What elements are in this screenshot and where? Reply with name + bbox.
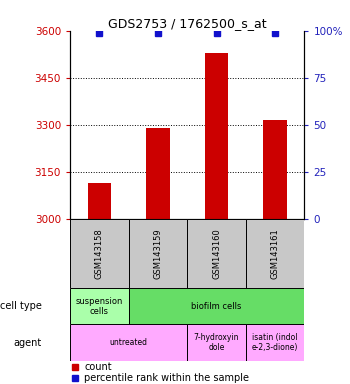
Bar xyxy=(129,288,304,324)
Bar xyxy=(129,219,187,288)
Bar xyxy=(187,219,246,288)
Bar xyxy=(246,219,304,288)
Text: count: count xyxy=(84,362,112,372)
Bar xyxy=(187,324,246,361)
Text: GSM143158: GSM143158 xyxy=(95,228,104,279)
Bar xyxy=(70,288,129,324)
Bar xyxy=(70,324,187,361)
Text: GSM143159: GSM143159 xyxy=(153,228,162,279)
Title: GDS2753 / 1762500_s_at: GDS2753 / 1762500_s_at xyxy=(108,17,267,30)
Bar xyxy=(264,120,287,219)
Text: GSM143161: GSM143161 xyxy=(271,228,280,279)
Text: suspension
cells: suspension cells xyxy=(76,296,123,316)
Text: 7-hydroxyin
dole: 7-hydroxyin dole xyxy=(194,333,239,353)
Bar xyxy=(88,183,111,219)
Text: isatin (indol
e-2,3-dione): isatin (indol e-2,3-dione) xyxy=(252,333,298,353)
Text: agent: agent xyxy=(14,338,42,348)
Text: untreated: untreated xyxy=(110,338,148,347)
Text: cell type: cell type xyxy=(0,301,42,311)
Text: GSM143160: GSM143160 xyxy=(212,228,221,279)
Text: biofilm cells: biofilm cells xyxy=(191,302,242,311)
Bar xyxy=(246,324,304,361)
Bar xyxy=(146,128,170,219)
Text: percentile rank within the sample: percentile rank within the sample xyxy=(84,373,249,383)
Bar xyxy=(70,219,129,288)
Bar xyxy=(205,53,228,219)
